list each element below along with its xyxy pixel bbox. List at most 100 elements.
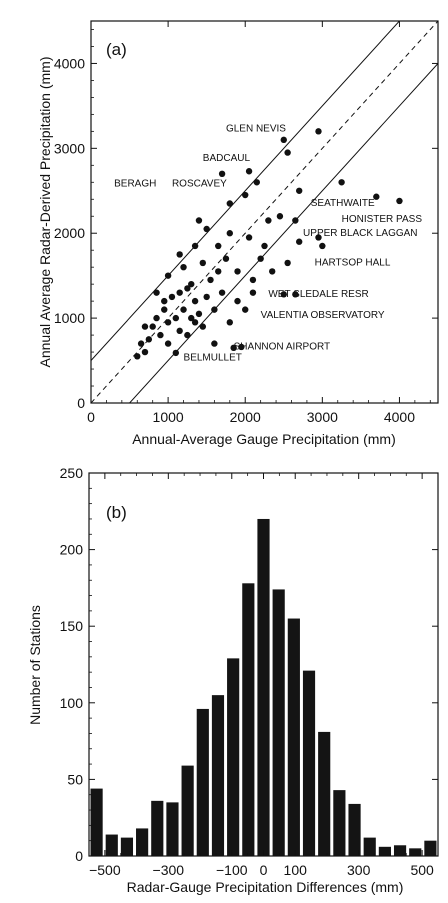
scatter-points <box>134 128 403 360</box>
x-tick-label: 1000 <box>153 409 184 425</box>
scatter-point <box>211 306 218 313</box>
scatter-point <box>257 255 264 262</box>
histogram-bar <box>348 803 361 856</box>
y-tick-label: 0 <box>75 848 83 864</box>
axis-ticks-b: −500 −300 −100 0 100 300 500 0 50 100 150 200 250 <box>60 465 438 878</box>
station-label: ROSCAVEY <box>172 179 227 190</box>
plot-frame-a <box>90 20 439 404</box>
station-label: HARTSOP HALL <box>315 257 391 268</box>
station-annotations: GLEN NEVIS BADCAUL BERAGH ROSCAVEY SEATHWAIT… <box>114 123 422 363</box>
histogram-bar <box>90 788 103 856</box>
histogram-bar <box>424 840 437 856</box>
scatter-point <box>161 297 168 305</box>
x-tick-label: −100 <box>216 862 248 878</box>
y-tick-label: 200 <box>60 542 84 558</box>
scatter-point <box>245 168 253 175</box>
x-tick-label: −500 <box>89 862 121 878</box>
scatter-point <box>315 234 322 241</box>
scatter-point <box>296 238 303 245</box>
scatter-point <box>292 217 299 224</box>
station-label: VALENTIA OBSERVATORY <box>261 310 385 321</box>
scatter-point <box>249 289 257 296</box>
axis-ticks-a: 0 1000 2000 3000 4000 0 1000 2000 3000 4000 <box>54 21 438 425</box>
scatter-point <box>292 291 299 298</box>
scatter-point <box>261 242 268 250</box>
histogram-bar <box>166 802 179 856</box>
histogram-bar <box>196 708 209 856</box>
scatter-point <box>373 193 380 200</box>
histogram-bar <box>393 845 407 856</box>
histogram-bars <box>90 518 437 856</box>
x-tick-label: 2000 <box>230 409 261 425</box>
scatter-point <box>149 323 156 330</box>
scatter-point <box>141 323 149 330</box>
scatter-point <box>238 343 245 351</box>
y-tick-label: 2000 <box>54 225 85 241</box>
scatter-point <box>195 310 203 318</box>
scatter-point <box>195 217 203 224</box>
histogram-bar <box>151 800 164 856</box>
scatter-point <box>230 344 237 352</box>
scatter-point <box>164 272 172 279</box>
scatter-point <box>191 242 199 250</box>
x-tick-label: 4000 <box>384 409 415 425</box>
histogram-bar <box>363 837 376 856</box>
scatter-point <box>284 149 291 156</box>
x-tick-label: 3000 <box>307 409 338 425</box>
x-tick-label: 0 <box>260 862 268 878</box>
scatter-point <box>153 289 160 296</box>
y-tick-label: 0 <box>77 395 85 411</box>
scatter-point <box>191 297 199 305</box>
scatter-point <box>153 314 160 322</box>
histogram-bar <box>333 790 346 856</box>
scatter-point <box>242 191 249 199</box>
scatter-point <box>249 276 257 284</box>
scatter-point <box>284 259 291 267</box>
scatter-point <box>226 230 233 237</box>
scatter-point <box>296 187 303 194</box>
scatter-point <box>280 136 287 144</box>
scatter-point <box>188 280 195 288</box>
scatter-point <box>234 297 241 305</box>
scatter-point <box>276 213 284 220</box>
scatter-point <box>199 323 207 330</box>
histogram-bar <box>409 848 422 856</box>
y-tick-label: 150 <box>60 618 84 634</box>
scatter-point <box>176 251 183 258</box>
scatter-point <box>191 319 199 326</box>
station-label: BERAGH <box>114 179 156 190</box>
scatter-point <box>134 353 141 360</box>
scatter-panel: 0 1000 2000 3000 4000 0 1000 2000 3000 4000 GLEN … <box>37 20 439 447</box>
station-label: UPPER BLACK LAGGAN <box>303 228 417 239</box>
scatter-point <box>207 276 214 284</box>
scatter-point <box>253 179 260 186</box>
histogram-bar <box>211 695 225 856</box>
scatter-point <box>184 331 191 339</box>
station-label: WET SLEDALE RESR <box>268 289 368 300</box>
y-tick-label: 50 <box>67 771 83 787</box>
scatter-point <box>137 340 145 347</box>
scatter-point <box>338 179 345 186</box>
y-tick-label: 4000 <box>54 55 85 71</box>
scatter-point <box>141 348 149 356</box>
reference-lines <box>91 21 438 403</box>
scatter-point <box>164 319 172 326</box>
station-label: GLEN NEVIS <box>226 123 286 134</box>
scatter-point <box>245 234 253 241</box>
scatter-point <box>226 200 233 207</box>
scatter-point <box>396 197 403 205</box>
histogram-panel: −500 −300 −100 0 100 300 500 0 50 100 150 200 250 (b… <box>27 465 439 895</box>
scatter-point <box>242 306 249 313</box>
scatter-point <box>172 349 180 357</box>
scatter-point <box>315 128 322 135</box>
x-tick-label: 300 <box>347 862 371 878</box>
x-tick-label: −300 <box>153 862 185 878</box>
histogram-bar <box>136 828 149 856</box>
station-label: HONISTER PASS <box>342 214 423 225</box>
histogram-bar <box>272 589 285 856</box>
y-tick-label: 100 <box>60 695 84 711</box>
scatter-point <box>184 285 191 292</box>
histogram-bar <box>257 518 270 856</box>
x-tick-label: 0 <box>87 409 95 425</box>
